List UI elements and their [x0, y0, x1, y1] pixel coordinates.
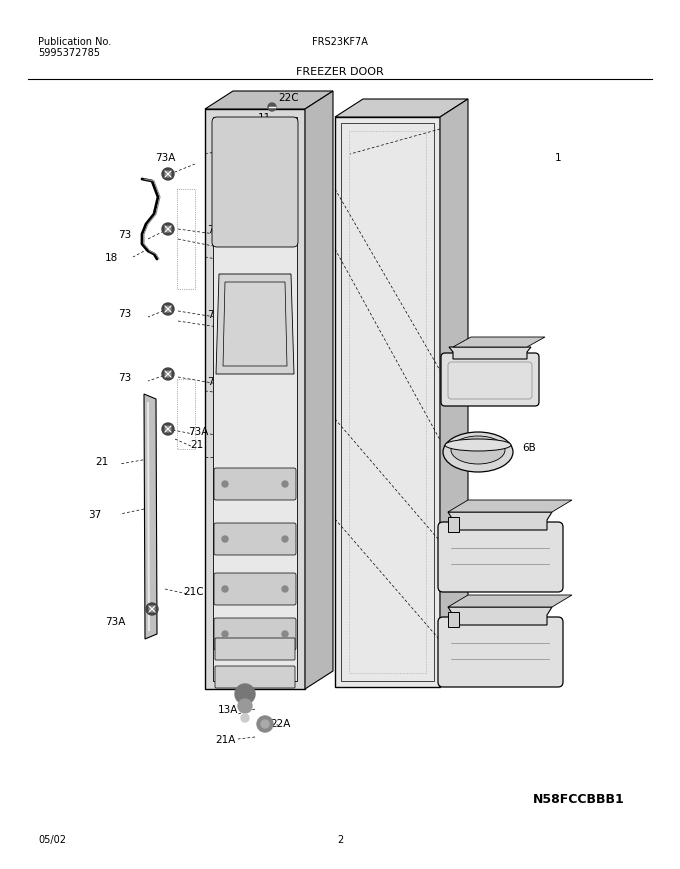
Circle shape [165, 172, 171, 178]
Polygon shape [453, 338, 545, 348]
Circle shape [282, 587, 288, 593]
Polygon shape [448, 595, 572, 607]
Text: 72: 72 [228, 253, 241, 262]
Polygon shape [147, 402, 150, 631]
Text: 73A: 73A [105, 616, 125, 627]
Circle shape [222, 536, 228, 542]
Text: 2: 2 [337, 834, 343, 844]
FancyBboxPatch shape [441, 354, 539, 407]
Text: 4A: 4A [520, 395, 534, 405]
FancyBboxPatch shape [214, 523, 296, 555]
FancyBboxPatch shape [438, 522, 563, 593]
Polygon shape [449, 348, 531, 360]
Circle shape [261, 720, 269, 728]
Text: 73A: 73A [155, 153, 175, 163]
Text: 5995372785: 5995372785 [38, 48, 100, 58]
Text: 21C: 21C [230, 143, 251, 153]
Circle shape [165, 307, 171, 313]
FancyBboxPatch shape [215, 638, 295, 660]
Text: 22C: 22C [278, 93, 299, 103]
Circle shape [162, 169, 174, 181]
Circle shape [222, 631, 228, 637]
Circle shape [165, 227, 171, 233]
Text: 6B: 6B [522, 442, 536, 453]
Circle shape [282, 481, 288, 488]
Circle shape [222, 587, 228, 593]
Text: 05/02: 05/02 [38, 834, 66, 844]
Ellipse shape [451, 436, 505, 464]
Text: 21C: 21C [232, 434, 253, 444]
Circle shape [241, 714, 249, 722]
Text: Publication No.: Publication No. [38, 37, 112, 47]
Text: 21C: 21C [183, 587, 203, 596]
Text: 74: 74 [207, 225, 220, 235]
Circle shape [268, 104, 276, 112]
Circle shape [146, 603, 158, 615]
Ellipse shape [443, 433, 513, 473]
Polygon shape [144, 395, 157, 640]
Text: FRS23KF7A: FRS23KF7A [312, 37, 368, 47]
Text: FREEZER DOOR: FREEZER DOOR [296, 67, 384, 77]
Polygon shape [440, 100, 468, 687]
Text: 18: 18 [105, 253, 118, 262]
Text: 4B: 4B [540, 554, 554, 564]
FancyBboxPatch shape [215, 667, 295, 688]
Polygon shape [216, 275, 294, 375]
Circle shape [162, 223, 174, 235]
Circle shape [222, 481, 228, 488]
Text: 74: 74 [207, 376, 220, 387]
Circle shape [162, 303, 174, 315]
Polygon shape [335, 118, 440, 687]
Circle shape [162, 423, 174, 435]
Text: 74: 74 [207, 309, 220, 320]
FancyBboxPatch shape [214, 574, 296, 606]
Polygon shape [335, 100, 468, 118]
Text: 73A: 73A [188, 427, 208, 436]
Circle shape [235, 684, 255, 704]
FancyBboxPatch shape [212, 118, 298, 248]
FancyBboxPatch shape [214, 468, 296, 501]
FancyBboxPatch shape [214, 618, 296, 650]
Text: 11: 11 [258, 113, 271, 123]
Ellipse shape [445, 440, 511, 452]
Polygon shape [205, 92, 333, 109]
Text: 1: 1 [555, 153, 562, 163]
Polygon shape [448, 607, 552, 626]
Text: 13A: 13A [218, 704, 239, 714]
Text: 96: 96 [235, 682, 248, 693]
Circle shape [162, 368, 174, 381]
Text: 21: 21 [95, 456, 108, 467]
FancyBboxPatch shape [438, 617, 563, 687]
Polygon shape [305, 92, 333, 689]
Text: 4B: 4B [540, 649, 554, 660]
Text: 21: 21 [218, 236, 231, 247]
Circle shape [282, 631, 288, 637]
Circle shape [238, 700, 252, 713]
Text: 73: 73 [118, 308, 131, 319]
Text: 73: 73 [118, 229, 131, 240]
Polygon shape [448, 517, 459, 533]
Circle shape [165, 372, 171, 377]
Text: 73: 73 [118, 373, 131, 382]
Text: 21: 21 [218, 322, 231, 333]
Polygon shape [205, 109, 305, 689]
Text: 22A: 22A [270, 718, 290, 728]
Circle shape [149, 607, 155, 613]
Polygon shape [448, 501, 572, 513]
Text: 21: 21 [190, 440, 203, 449]
Text: N58FCCBBB1: N58FCCBBB1 [533, 793, 625, 806]
Polygon shape [448, 613, 459, 627]
Circle shape [257, 716, 273, 733]
Circle shape [165, 427, 171, 433]
Text: 72: 72 [228, 387, 241, 396]
Circle shape [282, 536, 288, 542]
Text: 21A: 21A [215, 734, 235, 744]
Polygon shape [448, 513, 552, 530]
Polygon shape [213, 118, 297, 681]
Text: 37: 37 [88, 509, 101, 520]
